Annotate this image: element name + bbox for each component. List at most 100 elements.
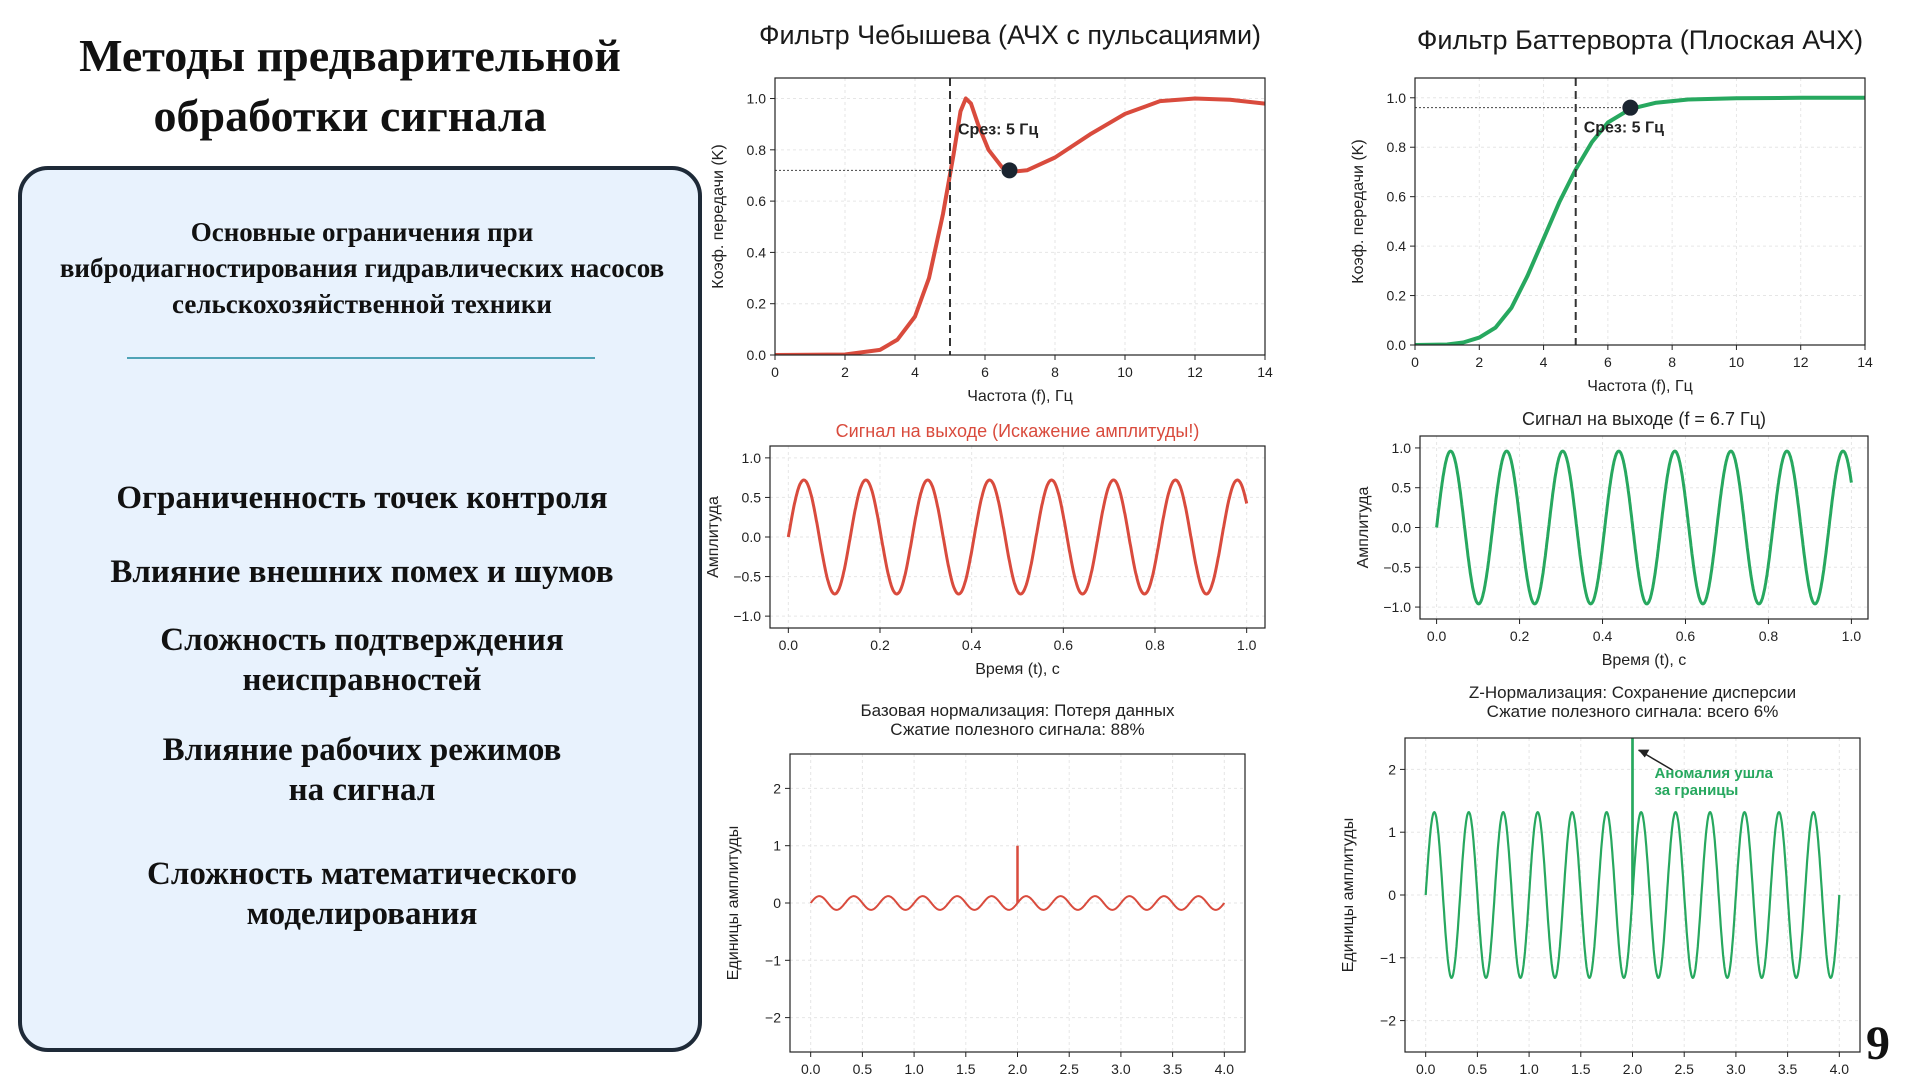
x-tick-label: 1.0 (1237, 637, 1257, 653)
base_norm-chart: 0.00.51.01.52.02.53.03.54.0−2−1012Время … (725, 701, 1246, 1077)
x-tick-label: 3.0 (1726, 1061, 1746, 1077)
y-tick-label: −2 (1380, 1013, 1396, 1029)
y-tick-label: 0.0 (1387, 337, 1407, 353)
x-tick-label: 3.5 (1778, 1061, 1798, 1077)
y-tick-label: 0 (1388, 887, 1396, 903)
y-tick-label: 0.8 (1387, 139, 1407, 155)
x-tick-label: 0.4 (962, 637, 982, 653)
limitation-item: Сложность математического моделирования (147, 856, 577, 932)
annotation-text: Аномалия ушла (1655, 765, 1774, 782)
y-tick-label: −0.5 (733, 569, 761, 585)
panel-heading: Основные ограничения при вибродиагностир… (59, 217, 665, 319)
x-tick-label: 4.0 (1830, 1061, 1850, 1077)
y-tick-label: 0.2 (747, 296, 767, 312)
y-tick-label: 0.0 (1392, 520, 1412, 536)
chart-title-line: Сжатие полезного сигнала: 88% (890, 720, 1144, 739)
y-tick-label: −0.5 (1383, 559, 1411, 575)
x-tick-label: 0 (771, 364, 779, 380)
x-tick-label: 10 (1117, 364, 1133, 380)
y-axis-label: Единицы амплитуды (1340, 818, 1357, 972)
y-tick-label: 0.4 (1387, 238, 1407, 254)
y-tick-label: 0.0 (747, 347, 767, 363)
chart-title-line: Сжатие полезного сигнала: всего 6% (1487, 702, 1779, 721)
y-tick-label: 1.0 (1392, 440, 1412, 456)
y-tick-label: −1 (765, 952, 781, 968)
y-tick-label: 0 (773, 895, 781, 911)
cheb_out-chart: 0.0 0.2 0.4 0.6 0.8 1.0 −1.0 −0.5 0.0 0.5 1.0 Время… (705, 421, 1266, 678)
x-tick-label: 4 (1540, 354, 1548, 370)
signal-line (786, 478, 1249, 596)
x-tick-label: 2.0 (1008, 1061, 1028, 1077)
x-tick-label: 0.6 (1054, 637, 1074, 653)
x-tick-label: 0.5 (1468, 1061, 1488, 1077)
x-tick-label: 4.0 (1215, 1061, 1235, 1077)
y-tick-label: 0.0 (742, 529, 762, 545)
plot-frame (769, 445, 1266, 629)
plot-frame (774, 77, 1266, 356)
y-tick-label: 0.2 (1387, 288, 1407, 304)
x-tick-label: 1.5 (1571, 1061, 1591, 1077)
y-tick-label: 0.8 (747, 142, 767, 158)
cutoff-label: Срез: 5 Гц (958, 121, 1038, 138)
y-tick-label: 1 (773, 838, 781, 854)
y-tick-label: −2 (765, 1010, 781, 1026)
x-tick-label: 1.5 (956, 1061, 976, 1077)
y-axis-label: Амплитуда (705, 496, 722, 578)
x-tick-label: 1.0 (1842, 628, 1862, 644)
x-tick-label: 2.5 (1059, 1061, 1079, 1077)
signal-line (1435, 449, 1853, 606)
x-tick-label: 0.0 (1416, 1061, 1436, 1077)
x-tick-label: 0.0 (779, 637, 799, 653)
x-tick-label: 0 (1411, 354, 1419, 370)
x-tick-label: 2 (1475, 354, 1483, 370)
panel-divider (127, 357, 595, 359)
y-tick-label: −1.0 (1383, 599, 1411, 615)
x-tick-label: 0.2 (1510, 628, 1530, 644)
x-tick-label: 6 (981, 364, 989, 380)
x-tick-label: 0.0 (801, 1061, 821, 1077)
y-axis-label: Единицы амплитуды (725, 826, 742, 980)
plot-frame (789, 753, 1246, 1053)
x-tick-label: 0.8 (1145, 637, 1165, 653)
x-tick-label: 6 (1604, 354, 1612, 370)
limitation-item: Влияние рабочих режимов на сигнал (162, 732, 562, 808)
cutoff-label: Срез: 5 Гц (1584, 119, 1664, 136)
annotation-text: за границы (1655, 782, 1739, 799)
chart-title-line: Базовая нормализация: Потеря данных (860, 701, 1175, 720)
marker-dot (1001, 162, 1018, 179)
x-axis-label: Время (t), с (1602, 652, 1687, 669)
limitations-panel: Основные ограничения при вибродиагностир… (18, 166, 702, 1052)
x-tick-label: 2.5 (1674, 1061, 1694, 1077)
y-tick-label: −1 (1380, 950, 1396, 966)
chart-title-line: Сигнал на выходе (f = 6.7 Гц) (1522, 409, 1766, 429)
limitation-item: Ограниченность точек контроля (116, 480, 608, 516)
y-tick-label: 0.5 (1392, 480, 1412, 496)
y-tick-label: −1.0 (733, 608, 761, 624)
y-axis-label: Коэф. передачи (K) (1350, 139, 1367, 283)
x-tick-label: 12 (1793, 354, 1809, 370)
y-tick-label: 1.0 (747, 91, 767, 107)
x-axis-label: Частота (f), Гц (1587, 378, 1693, 395)
x-tick-label: 0.2 (870, 637, 890, 653)
plot-frame (1419, 435, 1869, 620)
x-tick-label: 10 (1729, 354, 1745, 370)
chart-title-line: Z-Нормализация: Сохранение дисперсии (1469, 683, 1796, 702)
chart-title-line: Сигнал на выходе (Искажение амплитуды!) (836, 421, 1200, 441)
limitation-item: Сложность подтверждения неисправностей (160, 622, 564, 698)
series-line (1415, 95, 1865, 345)
x-axis-label: Частота (f), Гц (967, 388, 1073, 405)
marker-dot (1622, 99, 1639, 116)
x-tick-label: 3.0 (1111, 1061, 1131, 1077)
butter_afc-chart: 0 2 4 6 8 10 12 14 0.0 0.2 0.4 0.6 0.8 1.0 Частота (f)… (1350, 77, 1873, 395)
plot-frame (1414, 77, 1866, 346)
x-tick-label: 8 (1668, 354, 1676, 370)
y-tick-label: 0.4 (747, 244, 767, 260)
plot-frame (1404, 737, 1861, 1053)
x-tick-label: 0.0 (1427, 628, 1447, 644)
y-tick-label: 1.0 (742, 450, 762, 466)
page-number: 9 (1866, 1017, 1890, 1070)
y-tick-label: 0.6 (747, 193, 767, 209)
x-axis-label: Время (t), с (975, 661, 1060, 678)
y-tick-label: 0.5 (742, 489, 762, 505)
